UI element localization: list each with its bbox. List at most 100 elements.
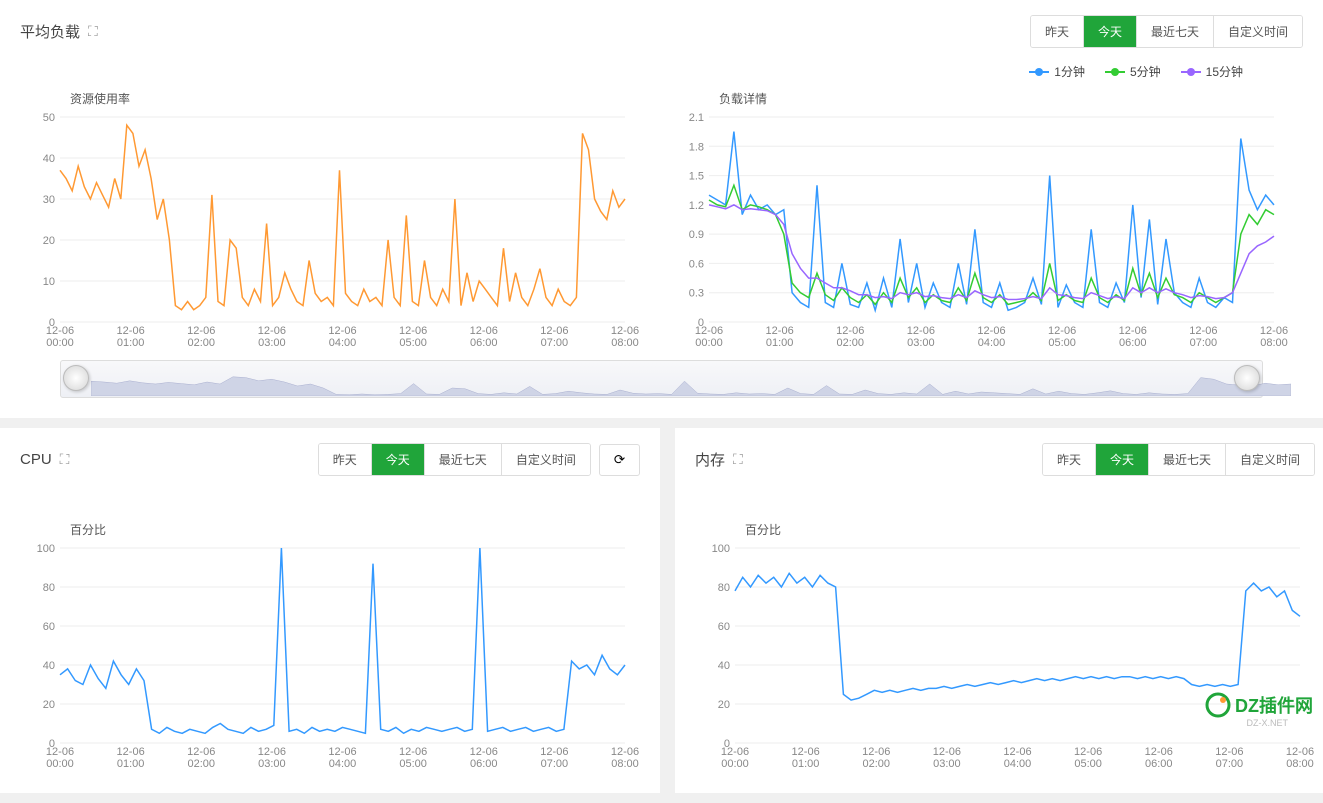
svg-text:12-06: 12-06 (399, 746, 427, 758)
svg-text:01:00: 01:00 (766, 337, 794, 349)
btn-custom[interactable]: 自定义时间 (1226, 444, 1314, 475)
chart2-title: 负载详情 (669, 85, 1303, 112)
svg-text:03:00: 03:00 (907, 337, 935, 349)
cpu-time-buttons: 昨天 今天 最近七天 自定义时间 (318, 443, 591, 476)
svg-text:80: 80 (43, 582, 55, 594)
svg-text:03:00: 03:00 (933, 758, 961, 770)
svg-text:12-06: 12-06 (187, 325, 215, 337)
svg-text:01:00: 01:00 (117, 758, 145, 770)
load-title: 平均负载 (20, 21, 80, 42)
svg-text:04:00: 04:00 (329, 337, 357, 349)
svg-text:12-06: 12-06 (1048, 325, 1076, 337)
svg-text:30: 30 (43, 194, 55, 206)
svg-text:12-06: 12-06 (328, 325, 356, 337)
svg-text:12-06: 12-06 (611, 746, 639, 758)
svg-text:1.5: 1.5 (689, 171, 704, 183)
svg-text:40: 40 (718, 660, 730, 672)
timeline-handle-right[interactable] (1234, 365, 1260, 391)
svg-text:20: 20 (43, 235, 55, 247)
svg-text:06:00: 06:00 (470, 758, 498, 770)
cpu-panel: CPU ⛶ 昨天 今天 最近七天 自定义时间 ⟳ 百分比 02040608010… (0, 428, 660, 793)
svg-text:04:00: 04:00 (978, 337, 1006, 349)
svg-text:40: 40 (43, 153, 55, 165)
legend-item[interactable]: 5分钟 (1105, 63, 1161, 80)
svg-text:07:00: 07:00 (1216, 758, 1244, 770)
svg-text:100: 100 (712, 543, 730, 555)
svg-text:01:00: 01:00 (117, 337, 145, 349)
svg-text:02:00: 02:00 (862, 758, 890, 770)
svg-text:12-06: 12-06 (836, 325, 864, 337)
svg-text:12-06: 12-06 (1119, 325, 1147, 337)
svg-text:03:00: 03:00 (258, 758, 286, 770)
svg-text:12-06: 12-06 (187, 746, 215, 758)
svg-text:00:00: 00:00 (46, 337, 74, 349)
svg-text:12-06: 12-06 (1260, 325, 1288, 337)
svg-text:05:00: 05:00 (1074, 758, 1102, 770)
mem-title: 内存 (695, 449, 725, 470)
btn-last7[interactable]: 最近七天 (1149, 444, 1226, 475)
svg-text:1.2: 1.2 (689, 200, 704, 212)
svg-text:03:00: 03:00 (258, 337, 286, 349)
svg-text:12-06: 12-06 (933, 746, 961, 758)
svg-text:00:00: 00:00 (46, 758, 74, 770)
svg-text:12-06: 12-06 (1003, 746, 1031, 758)
mem-chart-title: 百分比 (695, 516, 1315, 543)
legend-item[interactable]: 1分钟 (1029, 63, 1085, 80)
btn-today[interactable]: 今天 (372, 444, 425, 475)
btn-yesterday[interactable]: 昨天 (1031, 16, 1084, 47)
svg-text:12-06: 12-06 (862, 746, 890, 758)
btn-last7[interactable]: 最近七天 (425, 444, 502, 475)
svg-text:12-06: 12-06 (46, 325, 74, 337)
load-time-buttons: 昨天 今天 最近七天 自定义时间 (1030, 15, 1303, 48)
svg-text:0.3: 0.3 (689, 288, 704, 300)
svg-text:05:00: 05:00 (399, 758, 427, 770)
svg-text:12-06: 12-06 (258, 325, 286, 337)
expand-icon[interactable]: ⛶ (88, 23, 98, 40)
svg-text:07:00: 07:00 (1190, 337, 1218, 349)
btn-custom[interactable]: 自定义时间 (1214, 16, 1302, 47)
svg-text:20: 20 (43, 699, 55, 711)
svg-text:08:00: 08:00 (1260, 337, 1288, 349)
svg-text:08:00: 08:00 (1286, 758, 1314, 770)
svg-text:2.1: 2.1 (689, 112, 704, 124)
svg-text:01:00: 01:00 (792, 758, 820, 770)
svg-text:08:00: 08:00 (611, 758, 639, 770)
svg-text:20: 20 (718, 699, 730, 711)
expand-icon[interactable]: ⛶ (60, 451, 70, 468)
btn-custom[interactable]: 自定义时间 (502, 444, 590, 475)
svg-text:12-06: 12-06 (907, 325, 935, 337)
svg-text:05:00: 05:00 (399, 337, 427, 349)
btn-today[interactable]: 今天 (1084, 16, 1137, 47)
svg-text:06:00: 06:00 (1119, 337, 1147, 349)
svg-text:12-06: 12-06 (792, 746, 820, 758)
svg-text:12-06: 12-06 (1215, 746, 1243, 758)
timeline-handle-left[interactable] (63, 365, 89, 391)
btn-last7[interactable]: 最近七天 (1137, 16, 1214, 47)
svg-text:50: 50 (43, 112, 55, 124)
resource-usage-chart: 0102030405012-0600:0012-0601:0012-0602:0… (20, 112, 654, 352)
chart1-title: 资源使用率 (20, 85, 654, 112)
svg-text:12-06: 12-06 (695, 325, 723, 337)
timeline-scrubber[interactable] (60, 360, 1263, 398)
svg-text:06:00: 06:00 (470, 337, 498, 349)
svg-text:12-06: 12-06 (399, 325, 427, 337)
expand-icon[interactable]: ⛶ (733, 451, 743, 468)
btn-today[interactable]: 今天 (1096, 444, 1149, 475)
svg-text:12-06: 12-06 (611, 325, 639, 337)
btn-yesterday[interactable]: 昨天 (319, 444, 372, 475)
svg-text:12-06: 12-06 (470, 746, 498, 758)
svg-text:08:00: 08:00 (611, 337, 639, 349)
mem-panel: 内存 ⛶ 昨天 今天 最近七天 自定义时间 百分比 02040608010012… (675, 428, 1323, 793)
svg-text:12-06: 12-06 (540, 325, 568, 337)
svg-text:12-06: 12-06 (258, 746, 286, 758)
svg-text:1.8: 1.8 (689, 141, 704, 153)
legend-item[interactable]: 15分钟 (1181, 63, 1243, 80)
refresh-button[interactable]: ⟳ (599, 444, 640, 476)
svg-text:12-06: 12-06 (1074, 746, 1102, 758)
load-panel: 平均负载 ⛶ 昨天 今天 最近七天 自定义时间 1分钟 5分钟 15分钟 资源使用率… (0, 0, 1323, 418)
svg-text:12-06: 12-06 (766, 325, 794, 337)
svg-text:04:00: 04:00 (1004, 758, 1032, 770)
svg-text:02:00: 02:00 (187, 337, 215, 349)
btn-yesterday[interactable]: 昨天 (1043, 444, 1096, 475)
load-detail-chart: 00.30.60.91.21.51.82.112-0600:0012-0601:… (669, 112, 1303, 352)
